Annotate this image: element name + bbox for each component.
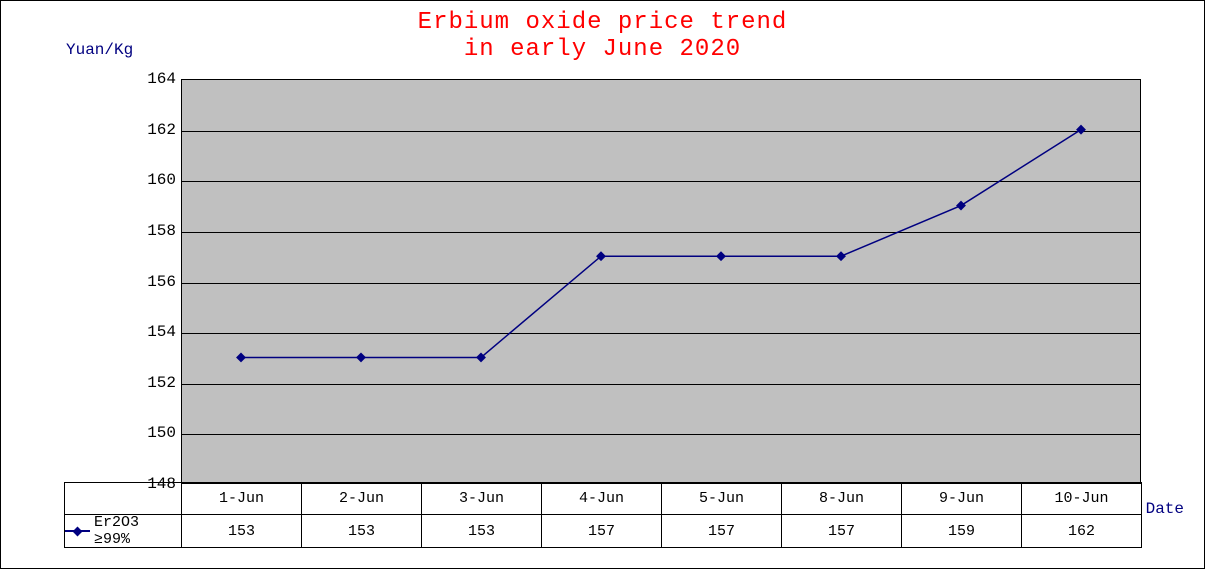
chart-title-line1: Erbium oxide price trend xyxy=(1,9,1204,36)
chart-title-line2: in early June 2020 xyxy=(1,36,1204,63)
value-cell: 153 xyxy=(302,515,421,547)
value-cell: 153 xyxy=(422,515,541,547)
y-tick-label: 154 xyxy=(147,323,176,341)
y-tick-label: 158 xyxy=(147,222,176,240)
value-cell: 157 xyxy=(782,515,901,547)
gridline xyxy=(182,131,1140,132)
chart-container: Erbium oxide price trend in early June 2… xyxy=(0,0,1205,569)
series-name-label: Er2O3 ≥99% xyxy=(94,514,181,548)
category-label: 2-Jun xyxy=(302,483,421,515)
y-tick-label: 164 xyxy=(147,70,176,88)
table-column: 8-Jun157 xyxy=(782,483,902,547)
data-table: Er2O3 ≥99%1-Jun1532-Jun1533-Jun1534-Jun1… xyxy=(64,482,1142,548)
gridline xyxy=(182,283,1140,284)
y-tick-label: 156 xyxy=(147,273,176,291)
gridline xyxy=(182,181,1140,182)
table-column: 2-Jun153 xyxy=(302,483,422,547)
table-column: 4-Jun157 xyxy=(542,483,662,547)
legend-cell: Er2O3 ≥99% xyxy=(65,515,181,547)
chart-title-block: Erbium oxide price trend in early June 2… xyxy=(1,1,1204,63)
gridline xyxy=(182,232,1140,233)
category-label: 3-Jun xyxy=(422,483,541,515)
value-cell: 157 xyxy=(662,515,781,547)
y-tick-label: 162 xyxy=(147,121,176,139)
category-label: 5-Jun xyxy=(662,483,781,515)
legend-column: Er2O3 ≥99% xyxy=(65,483,182,547)
x-axis-label: Date xyxy=(1146,500,1184,518)
gridline xyxy=(182,384,1140,385)
table-column: 1-Jun153 xyxy=(182,483,302,547)
y-tick-label: 150 xyxy=(147,424,176,442)
legend-marker-icon xyxy=(65,528,90,535)
value-cell: 159 xyxy=(902,515,1021,547)
category-label: 1-Jun xyxy=(182,483,301,515)
y-tick-label: 152 xyxy=(147,374,176,392)
category-label: 8-Jun xyxy=(782,483,901,515)
table-column: 9-Jun159 xyxy=(902,483,1022,547)
y-axis-label: Yuan/Kg xyxy=(66,41,133,59)
category-label: 9-Jun xyxy=(902,483,1021,515)
plot-area xyxy=(181,79,1141,484)
value-cell: 157 xyxy=(542,515,661,547)
category-label: 10-Jun xyxy=(1022,483,1141,515)
category-label: 4-Jun xyxy=(542,483,661,515)
plot-wrapper: 148150152154156158160162164 xyxy=(121,79,1141,484)
y-tick-label: 160 xyxy=(147,171,176,189)
value-cell: 153 xyxy=(182,515,301,547)
table-column: 3-Jun153 xyxy=(422,483,542,547)
table-column: 10-Jun162 xyxy=(1022,483,1142,547)
gridline xyxy=(182,333,1140,334)
legend-header-empty xyxy=(65,483,181,515)
value-cell: 162 xyxy=(1022,515,1141,547)
table-column: 5-Jun157 xyxy=(662,483,782,547)
gridline xyxy=(182,434,1140,435)
